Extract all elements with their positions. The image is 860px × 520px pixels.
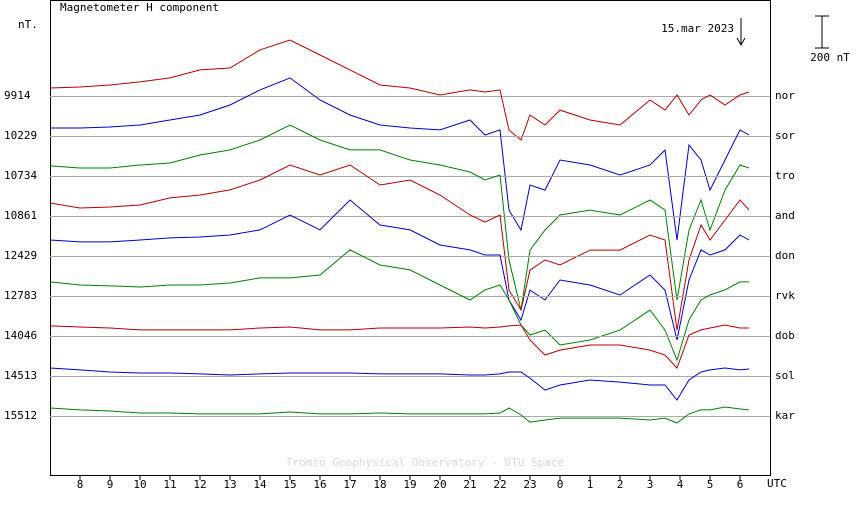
x-tick-label: 20 [433, 478, 446, 491]
x-tick-label: 16 [313, 478, 326, 491]
x-tick-label: 15 [283, 478, 296, 491]
scale-label: 200 nT [810, 51, 850, 64]
x-tick-label: 17 [343, 478, 356, 491]
baseline-label: 10861 [4, 209, 37, 222]
baseline-label: 15512 [4, 409, 37, 422]
credit: Tromso Geophysical Observatory - DTU Spa… [286, 456, 564, 469]
x-tick-label: 10 [133, 478, 146, 491]
trace [49, 199, 750, 341]
trace [49, 39, 750, 141]
x-tick-label: 13 [223, 478, 236, 491]
x-tick-label: 3 [647, 478, 654, 491]
station-label: don [775, 249, 795, 262]
x-tick-label: 18 [373, 478, 386, 491]
x-tick-label: 5 [707, 478, 714, 491]
x-tick-label: 4 [677, 478, 684, 491]
x-tick-label: 1 [587, 478, 594, 491]
baseline-label: 10734 [4, 169, 37, 182]
x-tick-label: 9 [107, 478, 114, 491]
y-unit: nT. [18, 18, 38, 31]
chart-title: Magnetometer H component [60, 1, 219, 14]
x-tick-label: 6 [737, 478, 744, 491]
station-label: tro [775, 169, 795, 182]
baseline-label: 14046 [4, 329, 37, 342]
x-tick-label: 0 [557, 478, 564, 491]
station-label: sor [775, 129, 795, 142]
station-label: nor [775, 89, 795, 102]
trace [49, 406, 750, 424]
baseline-label: 12783 [4, 289, 37, 302]
baseline-label: 10229 [4, 129, 37, 142]
station-label: dob [775, 329, 795, 342]
baseline-label: 14513 [4, 369, 37, 382]
baseline-label: 9914 [4, 89, 31, 102]
x-tick-label: 19 [403, 478, 416, 491]
trace [49, 249, 749, 362]
station-label: kar [775, 409, 795, 422]
trace [49, 124, 750, 311]
x-tick-label: 8 [77, 478, 84, 491]
x-tick-label: 21 [463, 478, 476, 491]
station-label: rvk [775, 289, 795, 302]
plot-frame [50, 0, 771, 476]
station-label: sol [775, 369, 795, 382]
x-tick-label: 23 [523, 478, 536, 491]
trace [49, 324, 749, 369]
baseline-label: 12429 [4, 249, 37, 262]
trace [50, 77, 750, 241]
x-tick-label: 22 [493, 478, 506, 491]
station-label: and [775, 209, 795, 222]
date-arrow-head [736, 37, 746, 47]
date-annotation: 15.mar 2023 [661, 22, 734, 35]
x-tick-label: 14 [253, 478, 267, 491]
x-axis-label: UTC [767, 477, 787, 490]
x-tick-label: 12 [193, 478, 206, 491]
x-tick-label: 11 [163, 478, 176, 491]
x-tick-label: 2 [617, 478, 624, 491]
trace [49, 367, 750, 401]
trace [49, 164, 750, 331]
